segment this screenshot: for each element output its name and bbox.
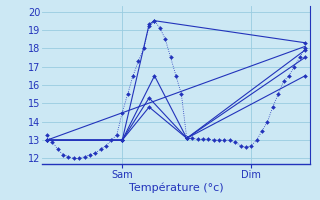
X-axis label: Température (°c): Température (°c): [129, 182, 223, 193]
